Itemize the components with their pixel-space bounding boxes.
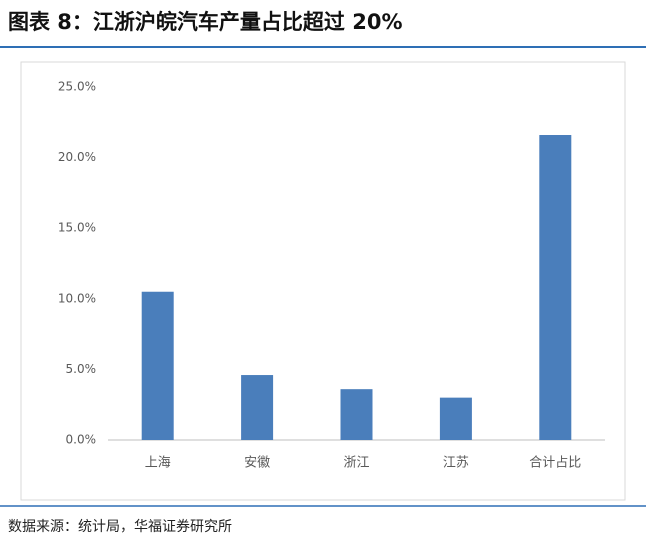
bar bbox=[539, 135, 572, 440]
x-tick-label: 浙江 bbox=[343, 456, 369, 471]
y-tick-label: 20.0% bbox=[58, 150, 96, 164]
x-tick-label: 安徽 bbox=[244, 456, 270, 471]
y-tick-label: 15.0% bbox=[58, 221, 96, 235]
bar bbox=[141, 291, 174, 440]
chart-title: 图表 8：江浙沪皖汽车产量占比超过 20% bbox=[8, 10, 403, 34]
x-tick-label: 江苏 bbox=[443, 455, 469, 471]
y-tick-label: 10.0% bbox=[58, 291, 96, 305]
bar bbox=[340, 389, 373, 440]
bar bbox=[439, 397, 472, 440]
source-note: 数据来源：统计局，华福证券研究所 bbox=[8, 519, 232, 535]
y-tick-label: 0.0% bbox=[66, 433, 97, 447]
y-tick-label: 5.0% bbox=[66, 362, 97, 376]
y-tick-label: 25.0% bbox=[58, 80, 96, 94]
x-tick-label: 上海 bbox=[145, 456, 171, 471]
x-tick-label: 合计占比 bbox=[529, 456, 581, 471]
bar bbox=[241, 375, 274, 440]
chart-frame bbox=[20, 61, 626, 501]
